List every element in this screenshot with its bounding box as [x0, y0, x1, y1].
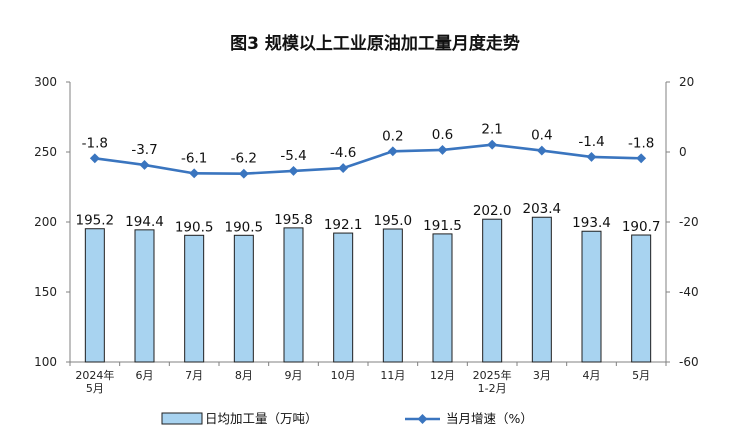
line-data-label: 2.1 [481, 122, 502, 138]
x-tick-label: 12月 [430, 369, 455, 382]
bar [134, 229, 155, 363]
line-point [487, 139, 498, 150]
right-tick-label: -40 [679, 285, 699, 299]
x-tick-label: 9月 [285, 369, 303, 382]
chart-title: 图3 规模以上工业原油加工量月度走势 [230, 33, 520, 54]
left-tick-label: 100 [34, 355, 57, 369]
bar [283, 227, 304, 363]
line-point [288, 165, 299, 176]
line-data-label: -4.6 [330, 145, 356, 161]
line-point [536, 145, 547, 156]
bar-data-label: 193.4 [572, 215, 611, 231]
right-tick-label: -60 [679, 355, 699, 369]
line-data-label: -5.4 [280, 148, 306, 164]
legend-marker-line [417, 414, 428, 424]
x-tick-label: 8月 [235, 369, 253, 382]
legend-label-line: 当月增速（%） [446, 411, 533, 426]
line-data-label: -6.1 [181, 150, 207, 166]
bar [432, 233, 453, 363]
right-tick-label: 0 [679, 145, 687, 159]
line-point [437, 144, 448, 155]
bar [84, 228, 105, 363]
x-tick-label: 11月 [380, 369, 405, 382]
line-point [89, 153, 100, 164]
bar-data-label: 190.5 [175, 219, 214, 235]
bar-data-label: 195.2 [76, 213, 115, 229]
line-point [636, 153, 647, 164]
line-point [387, 146, 398, 157]
x-tick-label: 2024年 5月 [75, 368, 114, 395]
left-tick-label: 200 [34, 215, 57, 229]
line-point [338, 163, 349, 174]
x-tick-label: 2025年 1-2月 [473, 368, 512, 395]
bar-series [84, 216, 652, 363]
bar-data-label: 203.4 [523, 201, 562, 217]
bar [233, 234, 254, 363]
line-data-label: -1.4 [578, 134, 604, 150]
line-point [139, 160, 150, 170]
line-data-label: -1.8 [628, 135, 654, 151]
bar-data-label: 190.7 [622, 219, 661, 235]
line-point [586, 151, 597, 162]
bar-data-label: 194.4 [125, 214, 164, 230]
line-path [94, 143, 642, 175]
bar-data-label: 190.5 [225, 219, 264, 235]
line-data-label: -6.2 [231, 151, 257, 167]
bar [184, 234, 205, 363]
bar [581, 230, 602, 363]
axes: 100 150 200 250 300 -60 -40 -20 0 20 2024年 5月 6月 7月 8月… [34, 75, 699, 395]
line-data-label: -1.8 [82, 135, 108, 151]
x-tick-label: 10月 [331, 369, 356, 382]
bar [482, 218, 503, 363]
line-data-label: 0.2 [382, 128, 403, 144]
bar [631, 234, 652, 363]
legend-swatch-bar [161, 412, 203, 425]
x-tick-label: 5月 [632, 369, 650, 382]
line-point [189, 168, 200, 179]
right-tick-label: 20 [679, 75, 694, 89]
legend-label-bar: 日均加工量（万吨） [205, 411, 318, 426]
bar-data-label: 202.0 [473, 203, 512, 219]
left-tick-label: 250 [34, 145, 57, 159]
bar-data-label: 191.5 [423, 218, 462, 234]
left-tick-label: 300 [34, 75, 57, 89]
x-tick-label: 4月 [583, 369, 601, 382]
line-data-label: 0.6 [432, 127, 453, 143]
bar-data-label: 195.0 [374, 213, 413, 229]
bar-data-label: 195.8 [274, 212, 313, 228]
left-tick-label: 150 [34, 285, 57, 299]
bar-data-label: 192.1 [324, 217, 363, 233]
legend: 日均加工量（万吨） 当月增速（%） [161, 411, 533, 426]
line-point [238, 168, 249, 179]
data-labels: 195.2 194.4 190.5 190.5 195.8 192.1 195.0 191.5… [76, 122, 661, 236]
line-series [89, 139, 647, 179]
x-tick-label: 6月 [136, 369, 154, 382]
bar [333, 232, 354, 363]
line-data-label: 0.4 [531, 128, 552, 144]
line-data-label: -3.7 [131, 142, 157, 158]
x-tick-label: 7月 [185, 369, 203, 382]
right-tick-label: -20 [679, 215, 699, 229]
bar [531, 216, 552, 363]
bar [382, 228, 403, 363]
x-tick-label: 3月 [533, 369, 551, 382]
